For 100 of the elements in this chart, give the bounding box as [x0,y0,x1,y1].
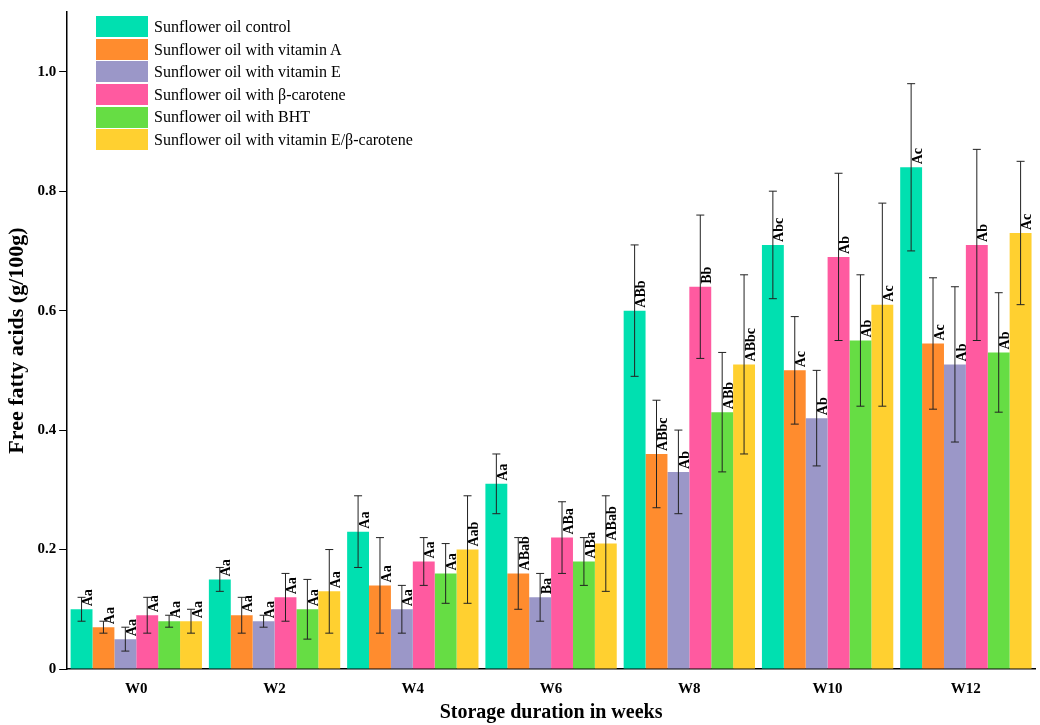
data-label: Aa [80,589,96,607]
x-tick-label: W2 [263,679,286,696]
legend-label: Sunflower oil with BHT [154,107,310,128]
data-label: Aa [284,577,300,595]
data-label: Aa [189,601,205,619]
x-tick-label: W8 [678,679,701,696]
bar [667,471,690,669]
bar [827,256,850,669]
y-tick-label: 0.6 [37,301,57,318]
data-label: Aa [327,571,343,589]
bar [689,286,712,669]
bar [485,483,508,669]
bar [922,343,944,669]
data-label: ABbc [655,417,671,451]
bar [849,340,872,669]
data-label: Ac [909,147,925,165]
data-label: Aa [102,607,118,625]
bar [623,310,646,669]
data-label: Aab [466,521,482,547]
bar [529,597,552,669]
data-label: Ab [677,450,692,469]
data-label: ABab [516,535,532,571]
bar [412,561,435,669]
bar [711,412,734,669]
bar [507,573,530,669]
data-label: ABa [582,532,598,559]
legend-label: Sunflower oil control [154,17,291,37]
bar [369,585,391,669]
data-label: ABbc [742,327,758,362]
data-label: Aa [218,559,234,577]
data-label: Ab [997,331,1013,350]
legend-label: Sunflower oil with vitamin A [154,39,342,60]
legend-label: Sunflower oil with β-carotene [154,84,346,106]
data-label: Aa [422,541,438,559]
bar [572,561,595,669]
bar [871,304,894,669]
legend-label: Sunflower oil with vitamin E [154,62,341,83]
data-label: Aa [123,619,139,637]
bar [805,418,828,669]
bar [70,609,93,669]
y-tick-label: 0 [48,659,57,676]
y-tick-label: 0.8 [37,182,57,199]
data-label: Aa [145,595,161,613]
bar [180,621,202,669]
data-label: Aa [494,463,510,481]
data-label: Ac [793,351,809,368]
data-label: ABab [604,506,620,541]
bar [1009,232,1032,669]
y-tick-label: 0.2 [37,540,57,557]
bar [252,621,275,669]
bar [136,615,159,669]
bar [733,364,756,669]
data-label: Ab [859,319,875,338]
bar [783,370,806,669]
bar [987,352,1010,669]
y-axis-title: Free fatty acids (g/100g) [2,227,28,454]
bar [645,453,668,669]
data-label: Ac [931,324,947,341]
bar [594,543,617,669]
bar [456,549,479,669]
bar [347,531,370,669]
y-tick-label: 1.0 [37,62,57,79]
data-label: Bb [698,266,714,284]
data-label: Aa [444,553,460,571]
bar [943,364,966,669]
bar [230,615,253,669]
data-label: Aa [400,589,416,607]
data-label: Abc [771,217,787,242]
bar [208,579,231,669]
data-label: Ba [538,577,554,595]
bar [114,639,137,669]
legend-label: Sunflower oil with vitamin E/β-carotene [154,129,413,151]
bar [965,244,988,669]
x-tick-label: W4 [401,679,425,696]
data-label: Ab [953,343,969,362]
data-label: Aa [378,565,394,583]
data-label: Ab [837,235,853,254]
x-tick-label: W12 [950,679,981,696]
x-tick-label: W6 [539,679,563,696]
bar [551,537,573,669]
bar [318,591,341,669]
data-label: Aa [167,601,183,619]
x-tick-label: W10 [812,679,843,696]
x-axis-title: Storage duration in weeks [439,700,663,724]
data-label: ABa [560,508,576,535]
bar [761,244,784,669]
bar [296,609,319,669]
bar [274,597,297,669]
y-tick-label: 0.4 [37,420,57,437]
bar [900,167,923,669]
bar [158,621,181,669]
data-label: ABb [633,280,649,308]
data-label: Aa [356,511,372,529]
data-label: Aa [305,589,321,607]
data-label: ABb [720,381,736,410]
data-label: Aa [262,601,278,619]
data-label: Ab [975,223,991,242]
x-tick-label: W0 [125,679,148,696]
data-label: Aa [240,595,256,613]
data-label: Ac [880,285,896,302]
